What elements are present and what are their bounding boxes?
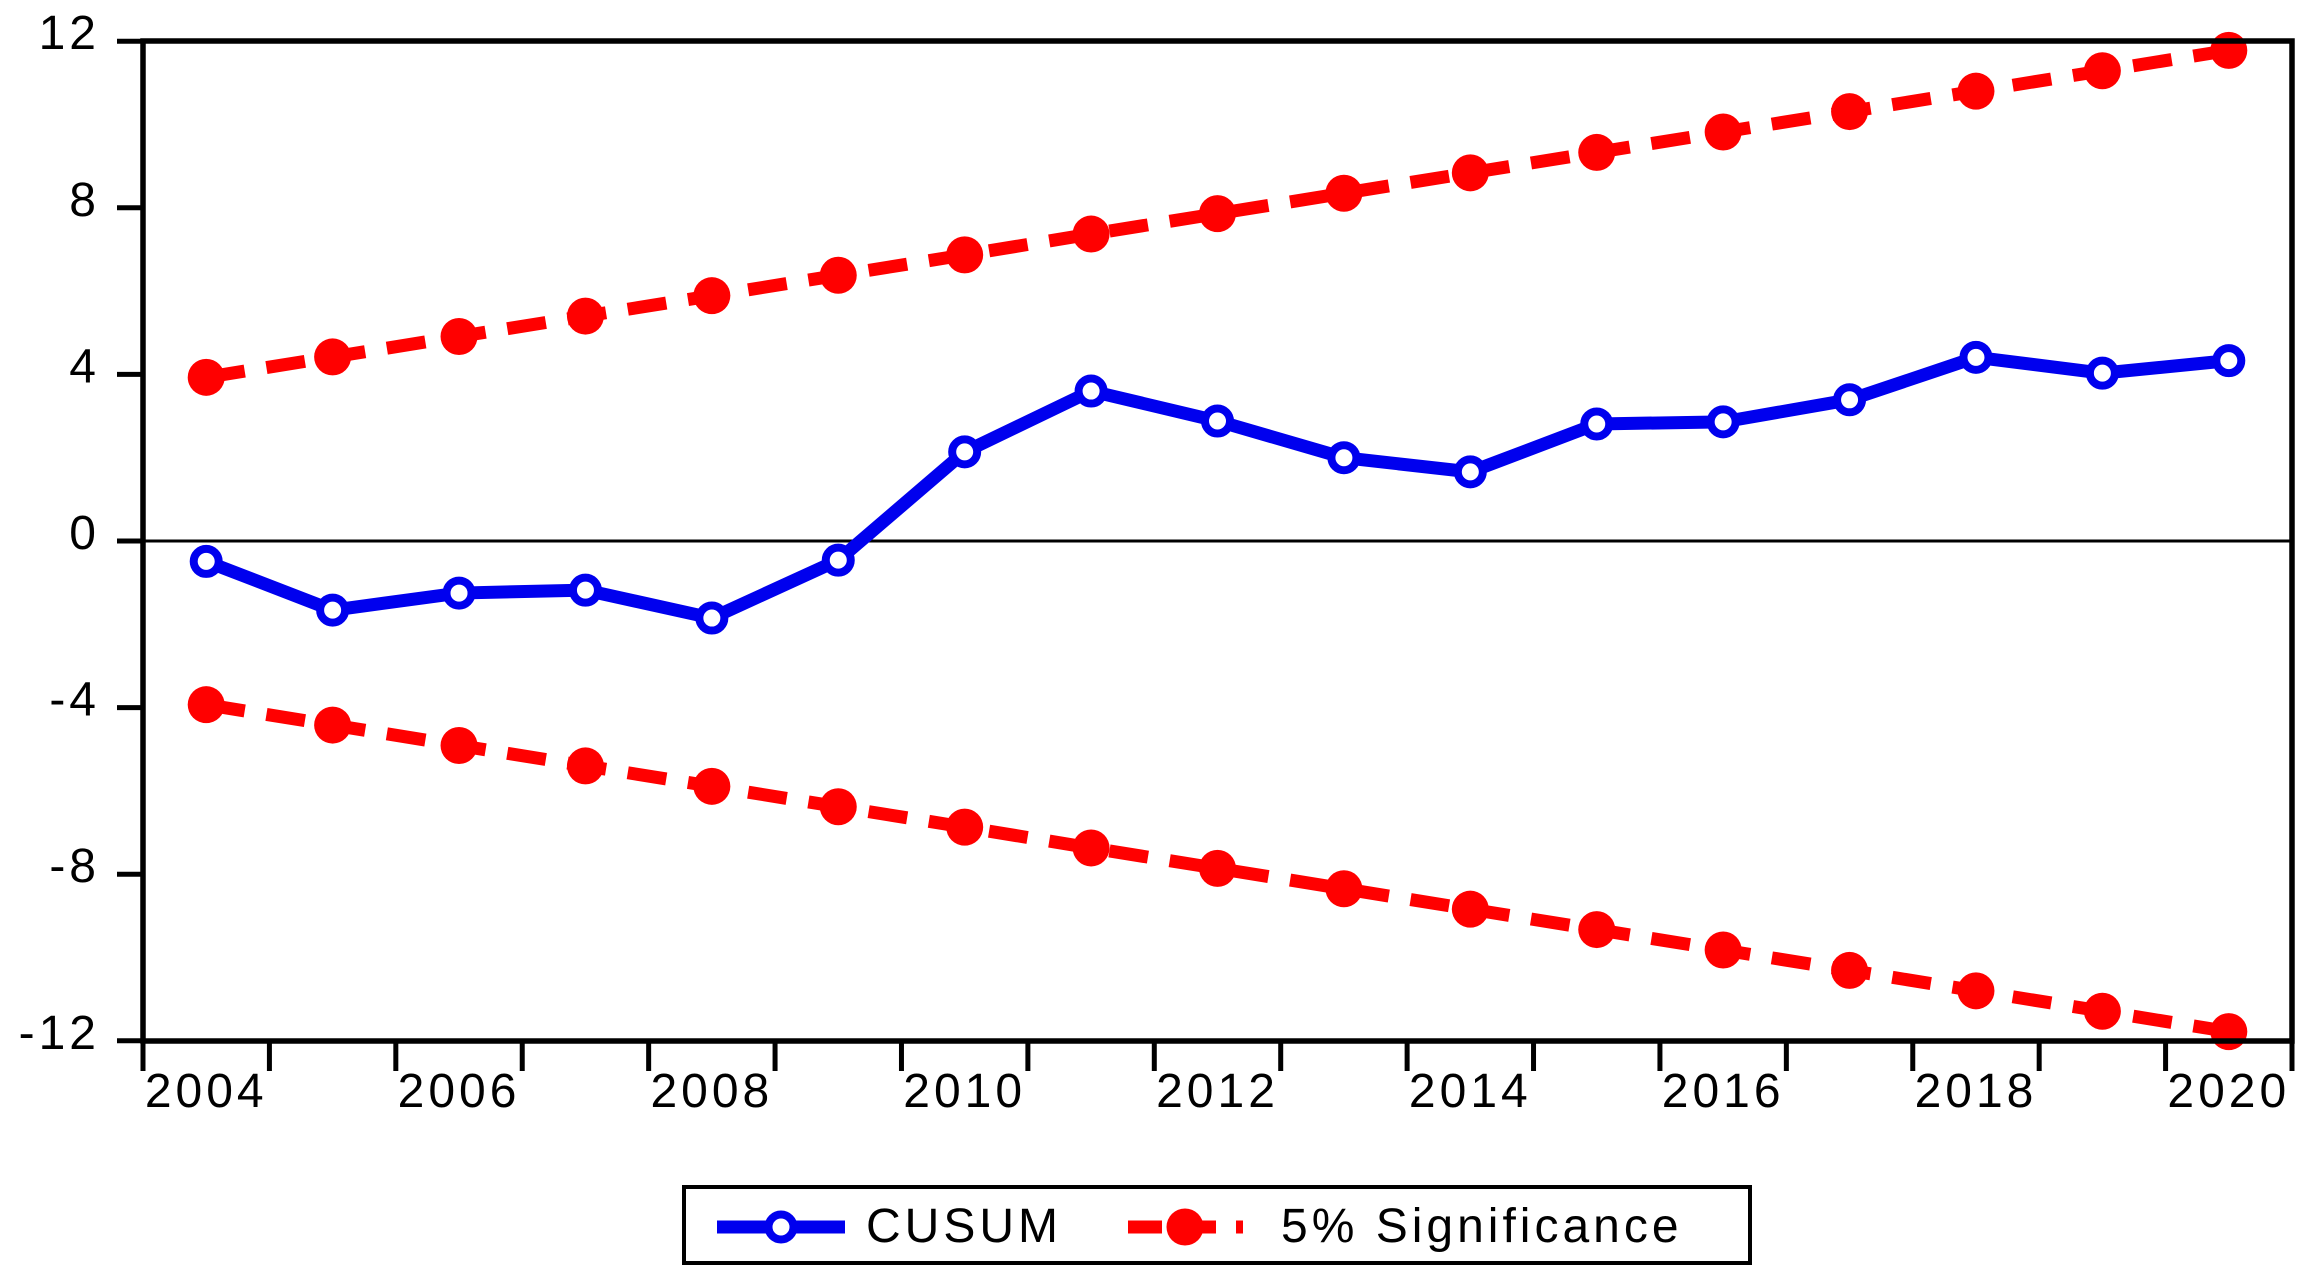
data-point-marker: [566, 297, 604, 335]
data-point-marker: [1325, 174, 1363, 212]
data-point-marker: [2210, 31, 2248, 69]
data-point-marker: [2085, 356, 2119, 390]
legend-cusum-label: CUSUM: [866, 1200, 1062, 1253]
y-tick-label: 0: [69, 507, 100, 560]
data-point-marker: [693, 277, 731, 315]
y-tick-label: -12: [19, 1007, 100, 1060]
data-point-marker: [1072, 215, 1110, 253]
data-point-marker: [819, 788, 857, 826]
x-axis-ticks: [140, 1041, 2295, 1071]
legend-box: [682, 1185, 1752, 1265]
data-point-marker: [1959, 340, 1993, 374]
data-point-marker: [316, 593, 350, 627]
data-point-marker: [946, 236, 984, 274]
significance-lower-series: [187, 686, 2248, 1051]
x-tick-label: 2016: [1662, 1065, 1785, 1118]
data-point-marker: [440, 317, 478, 355]
y-axis-ticks: [117, 38, 143, 1044]
data-point-marker: [1453, 455, 1487, 489]
data-point-marker: [314, 338, 352, 376]
x-axis-labels: 2004 2006 2008 2010 2012 2014 2016 2018 2020: [145, 1065, 2290, 1118]
data-point-marker: [2083, 52, 2121, 90]
data-point-marker: [2210, 1013, 2248, 1051]
legend-significance-label: 5% Significance: [1281, 1200, 1683, 1253]
data-point-marker: [442, 576, 476, 610]
data-point-marker: [1578, 911, 1616, 949]
x-tick-label: 2004: [145, 1065, 268, 1118]
legend: CUSUM 5% Significance: [682, 1185, 1752, 1265]
data-point-marker: [187, 686, 225, 724]
legend-cusum-open-circle-marker: [764, 1210, 798, 1244]
data-point-marker: [1451, 154, 1489, 192]
data-point-marker: [948, 435, 982, 469]
legend-significance-filled-circle-marker: [1166, 1208, 1204, 1246]
data-point-marker: [1704, 931, 1742, 969]
data-point-marker: [695, 601, 729, 635]
data-point-marker: [1074, 374, 1108, 408]
data-point-marker: [187, 358, 225, 396]
data-point-marker: [819, 256, 857, 294]
y-tick-label: 8: [69, 174, 100, 227]
data-point-marker: [1325, 870, 1363, 908]
y-axis-labels: 12 8 4 0 -4 -8 -12: [19, 7, 100, 1060]
data-point-marker: [1957, 972, 1995, 1010]
x-tick-label: 2006: [398, 1065, 521, 1118]
data-point-marker: [189, 544, 223, 578]
data-point-marker: [566, 747, 604, 785]
x-tick-label: 2012: [1156, 1065, 1279, 1118]
data-point-marker: [821, 543, 855, 577]
x-tick-label: 2014: [1409, 1065, 1532, 1118]
data-point-marker: [1327, 441, 1361, 475]
data-point-marker: [1201, 404, 1234, 438]
data-point-marker: [1831, 93, 1869, 131]
data-point-marker: [1957, 72, 1995, 110]
significance-lower-line: [205, 698, 2230, 1039]
x-tick-label: 2010: [903, 1065, 1026, 1118]
data-point-marker: [693, 767, 731, 805]
significance-upper-series: [187, 31, 2248, 396]
data-point-marker: [1199, 849, 1236, 887]
y-tick-label: -4: [49, 674, 100, 727]
data-point-marker: [314, 706, 352, 744]
data-point-marker: [440, 727, 478, 765]
x-tick-label: 2008: [650, 1065, 773, 1118]
data-point-marker: [1451, 890, 1489, 928]
significance-upper-line: [205, 43, 2230, 384]
data-point-marker: [568, 573, 602, 607]
x-tick-label: 2020: [2167, 1065, 2290, 1118]
data-point-marker: [2212, 344, 2246, 378]
cusum-series: [189, 340, 2246, 635]
y-tick-label: 4: [69, 340, 100, 393]
data-point-marker: [1833, 383, 1867, 417]
data-point-marker: [1706, 405, 1740, 439]
plot-frame: [140, 38, 2295, 1044]
data-point-marker: [1578, 133, 1616, 171]
data-point-marker: [1831, 951, 1869, 989]
data-point-marker: [2083, 992, 2121, 1030]
y-tick-label: 12: [39, 7, 100, 60]
data-point-marker: [946, 808, 984, 846]
y-tick-label: -8: [49, 840, 100, 893]
data-point-marker: [1072, 829, 1110, 867]
x-tick-label: 2018: [1915, 1065, 2038, 1118]
data-point-marker: [1704, 113, 1742, 151]
data-point-marker: [1199, 195, 1236, 233]
data-point-marker: [1580, 407, 1614, 441]
